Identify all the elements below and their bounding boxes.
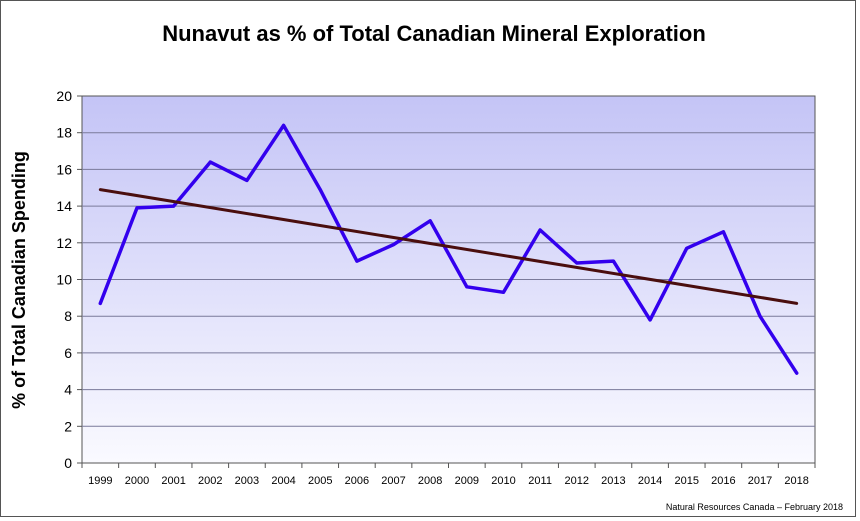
data-point xyxy=(611,259,615,263)
data-point xyxy=(318,188,322,192)
x-tick-label: 2001 xyxy=(161,475,185,487)
data-point xyxy=(282,123,286,127)
y-tick-label: 12 xyxy=(56,235,72,251)
x-tick-label: 2017 xyxy=(748,475,772,487)
y-tick-label: 0 xyxy=(64,455,72,471)
x-tick-label: 2015 xyxy=(674,475,698,487)
x-tick-label: 2004 xyxy=(271,475,295,487)
y-tick-label: 6 xyxy=(64,345,72,361)
x-tick-label: 2012 xyxy=(565,475,589,487)
x-tick-label: 2005 xyxy=(308,475,332,487)
y-axis-label: % of Total Canadian Spending xyxy=(9,151,29,409)
trendline-layer xyxy=(98,188,799,305)
series-line xyxy=(98,123,799,375)
data-point xyxy=(208,160,212,164)
x-tick-label: 2010 xyxy=(491,475,515,487)
data-point xyxy=(465,285,469,289)
x-tick-label: 2014 xyxy=(638,475,662,487)
x-tick-label: 2013 xyxy=(601,475,625,487)
x-tick-label: 1999 xyxy=(88,475,112,487)
data-point xyxy=(245,178,249,182)
y-tick-label: 20 xyxy=(56,88,72,104)
y-tick-label: 2 xyxy=(64,418,72,434)
data-point xyxy=(98,301,102,305)
y-tick-label: 18 xyxy=(56,125,72,141)
x-tick-label: 2000 xyxy=(125,475,149,487)
x-tick-label: 2018 xyxy=(784,475,808,487)
x-tick-label: 2007 xyxy=(381,475,405,487)
data-point xyxy=(501,290,505,294)
x-tick-label: 2002 xyxy=(198,475,222,487)
y-tick-label: 16 xyxy=(56,161,72,177)
y-tick-labels: 0 2 4 6 8 10 12 14 16 18 20 xyxy=(56,88,72,471)
data-point xyxy=(795,371,799,375)
gridlines xyxy=(77,95,815,464)
x-tick-labels: 1999 2000 2001 2002 2003 2004 2005 2006 2007 2008… xyxy=(81,463,816,487)
data-point xyxy=(392,243,396,247)
y-tick-label: 8 xyxy=(64,308,72,324)
x-tick-label: 2011 xyxy=(528,475,552,487)
x-tick-label: 2003 xyxy=(235,475,259,487)
data-point xyxy=(355,259,359,263)
x-tick-label: 2009 xyxy=(455,475,479,487)
data-point xyxy=(172,204,176,208)
y-tick-label: 14 xyxy=(56,198,72,214)
trendline xyxy=(98,188,799,305)
data-point xyxy=(758,314,762,318)
data-point xyxy=(575,261,579,265)
x-tick-label: 2016 xyxy=(711,475,735,487)
x-tick-label: 2008 xyxy=(418,475,442,487)
data-point xyxy=(538,228,542,232)
source-note: Natural Resources Canada – February 2018 xyxy=(666,502,843,512)
data-point xyxy=(721,230,725,234)
chart-title: Nunavut as % of Total Canadian Mineral E… xyxy=(162,21,706,46)
x-tick-label: 2006 xyxy=(345,475,369,487)
y-tick-label: 10 xyxy=(56,272,72,288)
data-point xyxy=(135,206,139,210)
data-point xyxy=(685,246,689,250)
series-layer xyxy=(98,123,799,375)
y-tick-label: 4 xyxy=(64,382,72,398)
data-point xyxy=(428,219,432,223)
data-point xyxy=(648,318,652,322)
